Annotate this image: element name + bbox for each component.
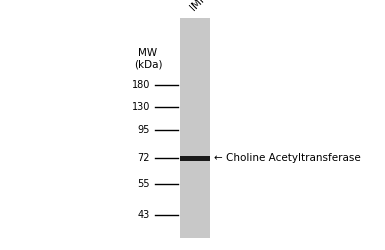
- Text: IMR32: IMR32: [188, 0, 218, 12]
- Text: 130: 130: [132, 102, 150, 112]
- Text: MW
(kDa): MW (kDa): [134, 48, 162, 70]
- Text: ← Choline Acetyltransferase: ← Choline Acetyltransferase: [214, 153, 361, 163]
- Bar: [180, 18, 210, 238]
- Bar: [180, 156, 210, 160]
- Text: 55: 55: [137, 179, 150, 189]
- Text: 72: 72: [137, 153, 150, 163]
- Text: 180: 180: [132, 80, 150, 90]
- Text: 43: 43: [138, 210, 150, 220]
- Text: 95: 95: [137, 125, 150, 135]
